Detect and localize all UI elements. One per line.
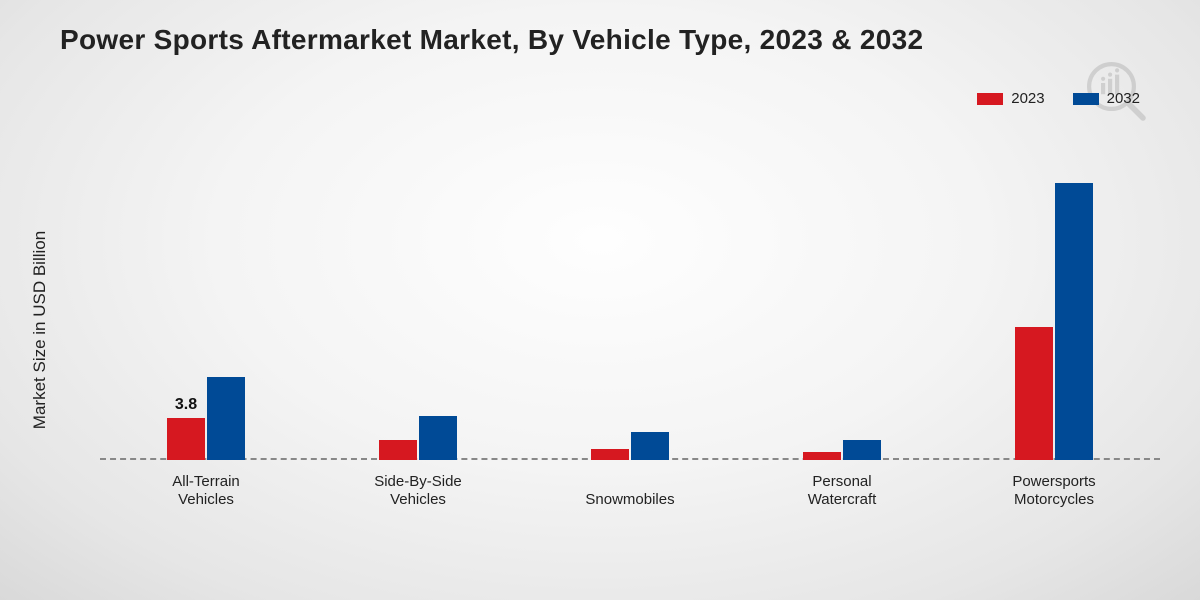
bars-wrap [379,416,457,460]
legend-swatch-2032 [1073,93,1099,105]
x-axis-label: PersonalWatercraft [752,473,932,511]
bar-group: Side-By-SideVehicles [338,150,498,510]
data-label: 3.8 [175,396,197,414]
bar-2032 [207,377,245,460]
bar-group: PersonalWatercraft [762,150,922,510]
bar-2032 [631,432,669,460]
bar-2032 [843,440,881,460]
bar-2032 [1055,183,1093,460]
legend-swatch-2023 [977,93,1003,105]
legend-label-2023: 2023 [1011,90,1044,107]
bar-group: All-TerrainVehicles3.8 [126,150,286,510]
bar-2023 [167,418,205,460]
bar-2032 [419,416,457,460]
legend: 2023 2032 [977,90,1140,107]
legend-label-2032: 2032 [1107,90,1140,107]
bar-2023 [591,449,629,460]
x-axis-label: All-TerrainVehicles [116,473,296,511]
legend-item-2023: 2023 [977,90,1044,107]
y-axis-label: Market Size in USD Billion [30,231,50,429]
bar-2023 [1015,327,1053,460]
x-axis-label: Side-By-SideVehicles [328,473,508,511]
bar-group: PowersportsMotorcycles [974,150,1134,510]
legend-item-2032: 2032 [1073,90,1140,107]
chart-canvas: Power Sports Aftermarket Market, By Vehi… [0,0,1200,600]
chart-title: Power Sports Aftermarket Market, By Vehi… [60,24,923,56]
bar-2023 [379,440,417,460]
bars-wrap [803,440,881,460]
x-axis-label: PowersportsMotorcycles [964,473,1144,511]
bar-2023 [803,452,841,460]
plot-area: Market Size in USD Billion All-TerrainVe… [100,150,1160,510]
bars-wrap [591,432,669,460]
bar-group: Snowmobiles [550,150,710,510]
bars-wrap [1015,183,1093,460]
bars-wrap [167,377,245,460]
x-axis-label: Snowmobiles [540,491,720,510]
